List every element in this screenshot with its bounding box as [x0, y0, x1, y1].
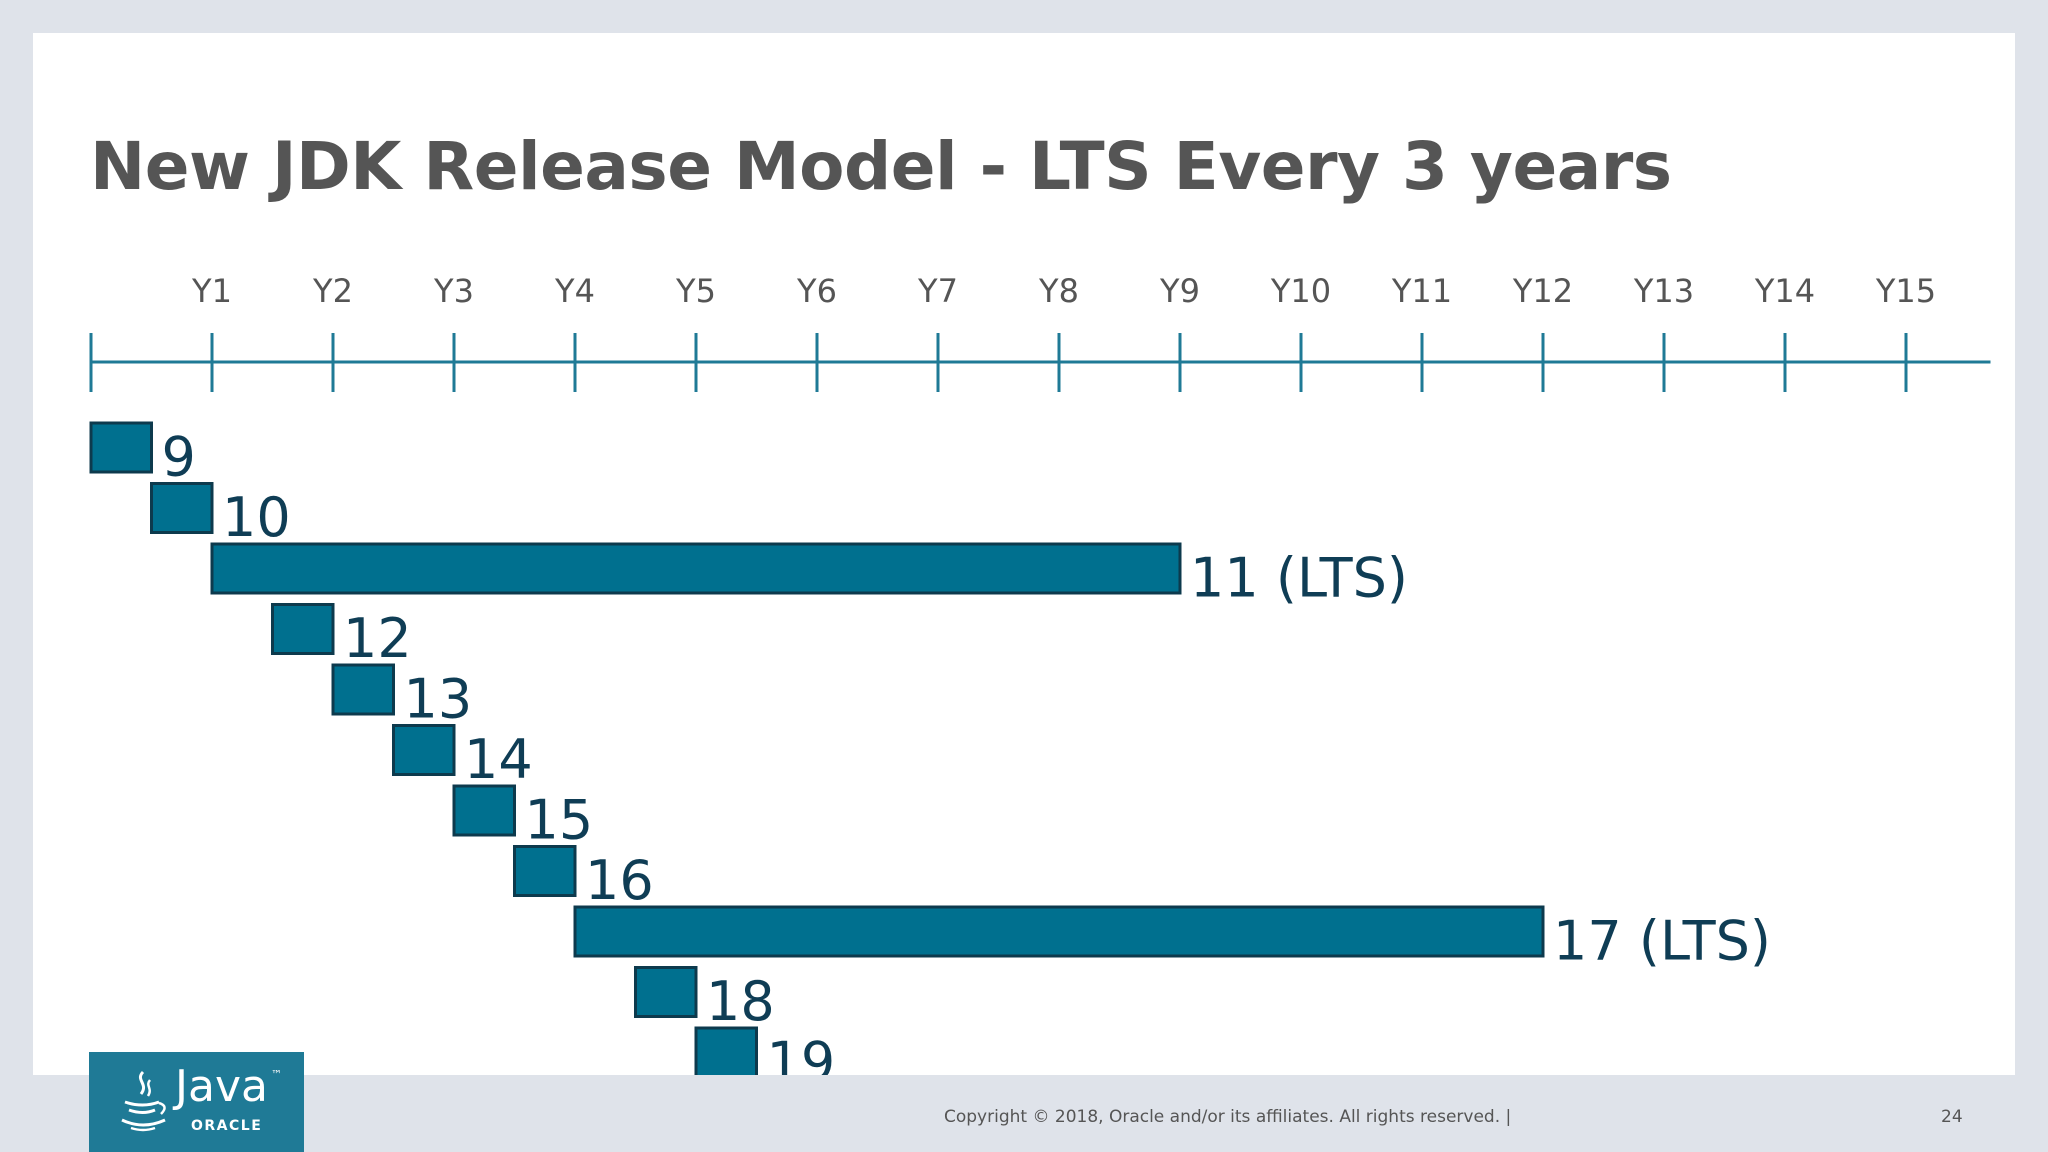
release-label-14: 14: [464, 728, 533, 791]
java-cup-icon: [121, 1070, 166, 1132]
year-label-y9: Y9: [1159, 272, 1200, 310]
release-label-16: 16: [585, 849, 654, 912]
year-label-y1: Y1: [191, 272, 232, 310]
copyright-notice: Copyright © 2018, Oracle and/or its affi…: [944, 1107, 1512, 1127]
release-bar-13: [331, 663, 395, 716]
oracle-wordmark: ORACLE: [191, 1118, 263, 1134]
java-oracle-logo: Java ™ ORACLE: [89, 1052, 304, 1152]
year-label-y2: Y2: [312, 272, 353, 310]
year-label-y13: Y13: [1633, 272, 1694, 310]
release-label-15: 15: [525, 789, 594, 852]
release-label-9: 9: [162, 426, 196, 489]
release-bar-14: [392, 724, 456, 776]
footer-bar: [0, 1075, 2048, 1152]
trademark-symbol: ™: [271, 1068, 282, 1081]
year-label-y10: Y10: [1270, 272, 1331, 310]
year-label-y3: Y3: [433, 272, 474, 310]
year-label-y6: Y6: [796, 272, 837, 310]
release-bar-9: [89, 421, 153, 474]
year-label-y8: Y8: [1038, 272, 1079, 310]
release-label-19: 19: [767, 1031, 836, 1081]
release-bar-12: [271, 603, 335, 655]
year-label-y15: Y15: [1875, 272, 1936, 310]
slide-title: New JDK Release Model - LTS Every 3 year…: [90, 128, 1672, 205]
release-label-17: 17 (LTS): [1553, 910, 1771, 973]
release-timeline-chart: Y1 Y2 Y3 Y4 Y5 Y6 Y7 Y8 Y9 Y10 Y11 Y12 Y13 Y14 Y15 9 10 1…: [89, 272, 1991, 1081]
release-label-18: 18: [706, 970, 775, 1033]
release-bar-19: [694, 1026, 758, 1079]
release-label-13: 13: [404, 668, 473, 731]
year-label-y11: Y11: [1391, 272, 1452, 310]
release-label-12: 12: [343, 607, 412, 670]
release-bar-15: [452, 784, 516, 837]
release-bar-16: [513, 845, 577, 897]
year-label-y14: Y14: [1754, 272, 1815, 310]
page-number: 24: [1941, 1107, 1963, 1127]
release-bar-10: [150, 482, 214, 534]
year-label-y5: Y5: [675, 272, 716, 310]
release-label-11: 11 (LTS): [1190, 547, 1408, 610]
release-bar-11: [210, 542, 1182, 595]
release-bar-17: [573, 905, 1545, 958]
java-wordmark: Java: [175, 1061, 268, 1112]
year-label-y4: Y4: [554, 272, 595, 310]
year-label-y7: Y7: [917, 272, 958, 310]
release-bar-18: [634, 966, 698, 1018]
release-label-10: 10: [222, 486, 291, 549]
year-label-y12: Y12: [1512, 272, 1573, 310]
